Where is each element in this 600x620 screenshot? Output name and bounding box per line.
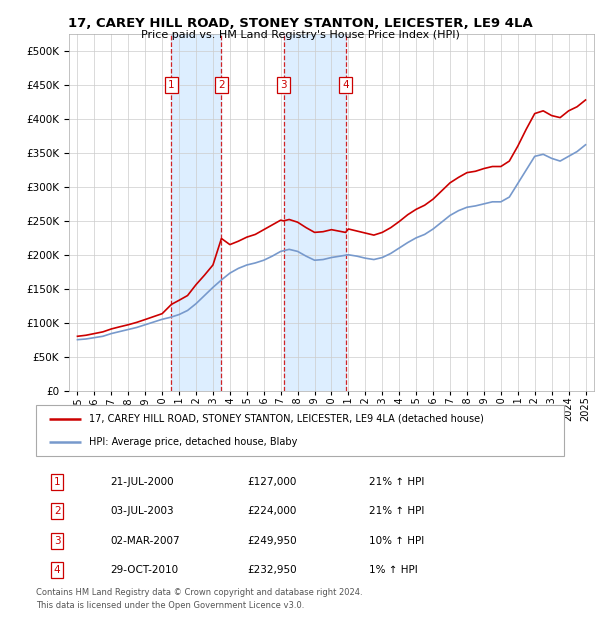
Text: 02-MAR-2007: 02-MAR-2007	[110, 536, 179, 546]
Text: 21% ↑ HPI: 21% ↑ HPI	[368, 477, 424, 487]
Text: 03-JUL-2003: 03-JUL-2003	[110, 507, 173, 516]
Text: Contains HM Land Registry data © Crown copyright and database right 2024.: Contains HM Land Registry data © Crown c…	[36, 588, 362, 597]
Text: HPI: Average price, detached house, Blaby: HPI: Average price, detached house, Blab…	[89, 437, 297, 447]
Bar	[172, 34, 221, 391]
FancyBboxPatch shape	[36, 405, 564, 456]
Text: £249,950: £249,950	[247, 536, 297, 546]
Text: 4: 4	[54, 565, 61, 575]
Text: 3: 3	[54, 536, 61, 546]
Text: £224,000: £224,000	[247, 507, 296, 516]
Text: 4: 4	[342, 80, 349, 90]
Text: 3: 3	[280, 80, 287, 90]
Text: This data is licensed under the Open Government Licence v3.0.: This data is licensed under the Open Gov…	[36, 601, 304, 611]
Text: 1% ↑ HPI: 1% ↑ HPI	[368, 565, 418, 575]
Text: Price paid vs. HM Land Registry's House Price Index (HPI): Price paid vs. HM Land Registry's House …	[140, 30, 460, 40]
Text: 21-JUL-2000: 21-JUL-2000	[110, 477, 173, 487]
Text: 2: 2	[54, 507, 61, 516]
Text: 1: 1	[54, 477, 61, 487]
Text: 17, CAREY HILL ROAD, STONEY STANTON, LEICESTER, LE9 4LA: 17, CAREY HILL ROAD, STONEY STANTON, LEI…	[68, 17, 532, 30]
Text: 1: 1	[168, 80, 175, 90]
Text: £232,950: £232,950	[247, 565, 297, 575]
Text: 21% ↑ HPI: 21% ↑ HPI	[368, 507, 424, 516]
Bar	[284, 34, 346, 391]
Text: 2: 2	[218, 80, 225, 90]
Text: 17, CAREY HILL ROAD, STONEY STANTON, LEICESTER, LE9 4LA (detached house): 17, CAREY HILL ROAD, STONEY STANTON, LEI…	[89, 414, 484, 423]
Text: 29-OCT-2010: 29-OCT-2010	[110, 565, 178, 575]
Text: £127,000: £127,000	[247, 477, 296, 487]
Text: 10% ↑ HPI: 10% ↑ HPI	[368, 536, 424, 546]
